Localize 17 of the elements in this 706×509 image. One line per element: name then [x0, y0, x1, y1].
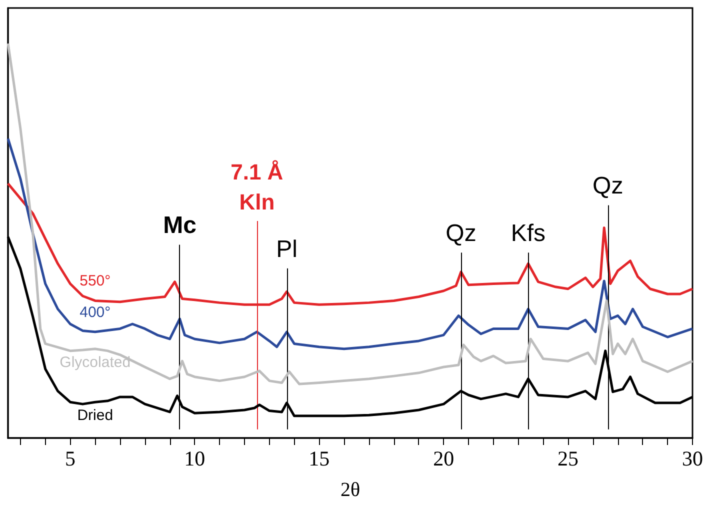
- x-tick-label: 10: [184, 446, 206, 470]
- series-label: Glycolated: [60, 354, 131, 371]
- series-label: Dried: [77, 407, 114, 424]
- x-axis-title: 2θ: [340, 479, 360, 501]
- x-tick-label: 15: [308, 446, 330, 470]
- ref-line-label: Mc: [163, 212, 196, 240]
- x-tick-label: 5: [64, 446, 76, 470]
- series-label: 400°: [80, 304, 111, 321]
- ref-line-label: Pl: [276, 236, 298, 263]
- ref-line-label: 7.1 Å Kln: [230, 160, 284, 215]
- x-tick-label: 30: [682, 446, 703, 470]
- x-tick-label: 25: [558, 446, 579, 470]
- series-label: 550°: [80, 272, 111, 290]
- x-tick-label: 20: [433, 446, 454, 470]
- ref-line-label: Kfs: [510, 220, 546, 248]
- ref-line-label: Qz: [592, 172, 624, 200]
- ref-line-label: Qz: [446, 220, 476, 248]
